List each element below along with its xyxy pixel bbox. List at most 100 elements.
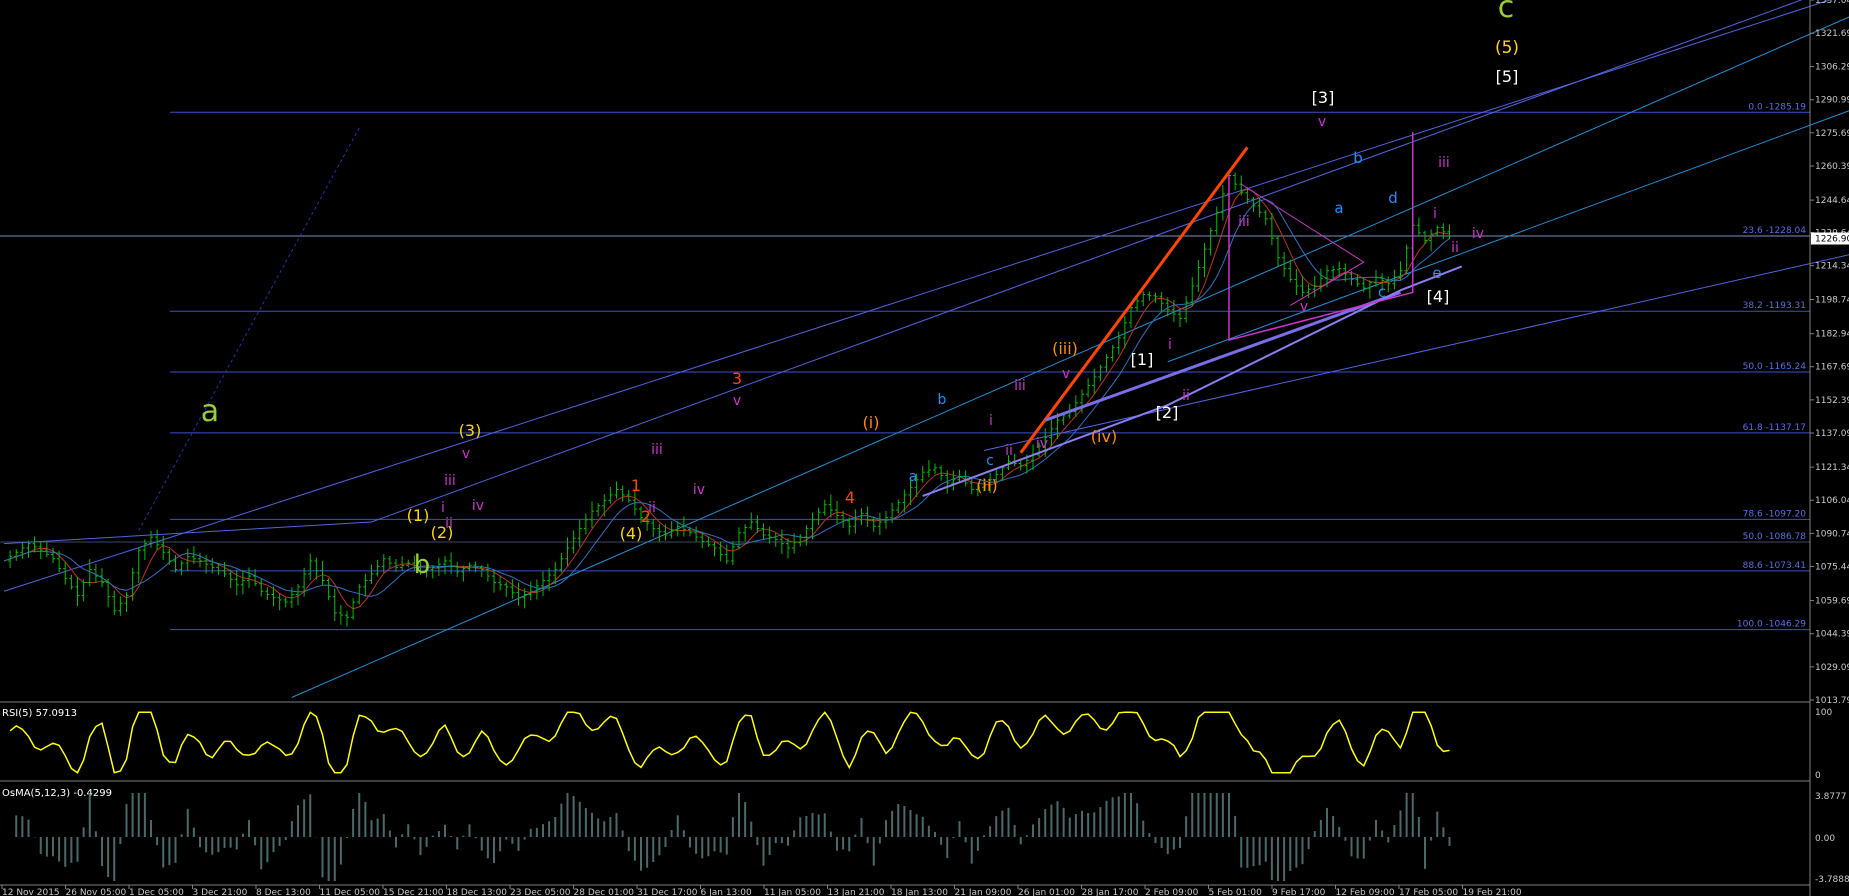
wave-label: iv bbox=[693, 482, 705, 498]
wave-label: [3] bbox=[1312, 88, 1335, 107]
purple-trend-line bbox=[1044, 291, 1402, 422]
time-tick-label: 11 Jan 05:00 bbox=[764, 888, 821, 896]
channel-line bbox=[371, 0, 1803, 523]
purple-base-line bbox=[922, 265, 1463, 497]
wave-label: ii bbox=[1005, 443, 1013, 459]
wave-label: a bbox=[909, 469, 918, 485]
price-tick-label: 1044.39 bbox=[1815, 630, 1849, 640]
time-tick-label: 5 Feb 01:00 bbox=[1209, 888, 1263, 896]
time-tick-label: 23 Dec 05:00 bbox=[510, 888, 571, 896]
upper-channel-line bbox=[3, 0, 1832, 592]
wave-labels: abc(1)(2)(3)(4)(5)iiiiiiivv1234iiiiiivv(… bbox=[201, 0, 1519, 580]
wave-label: v bbox=[1300, 299, 1308, 315]
fib-label: 100.0 -1046.29 bbox=[1737, 620, 1806, 630]
time-tick-label: 11 Dec 05:00 bbox=[320, 888, 381, 896]
fib-label: 78.6 -1097.20 bbox=[1743, 509, 1807, 519]
rsi-line bbox=[9, 711, 1450, 774]
wave-label: 1 bbox=[631, 476, 641, 495]
time-tick-label: 17 Feb 05:00 bbox=[1399, 888, 1458, 896]
time-tick-label: 28 Jan 17:00 bbox=[1082, 888, 1139, 896]
wave-label: i bbox=[989, 413, 993, 429]
price-tick-label: 1059.69 bbox=[1815, 597, 1849, 607]
channel-lines bbox=[3, 0, 1849, 698]
fib-label: 61.8 -1137.17 bbox=[1743, 423, 1806, 433]
price-tick-label: 1244.64 bbox=[1815, 196, 1849, 206]
rsi-label: RSI(5) 57.0913 bbox=[2, 708, 77, 719]
price-axis: 1337.04 1321.69 1306.29 1290.99 1275.69 1260.… bbox=[1810, 0, 1849, 706]
wave-label: (ii) bbox=[976, 476, 997, 495]
price-tick-label: 1106.04 bbox=[1815, 496, 1849, 506]
orange-trend-line bbox=[1019, 146, 1249, 454]
time-tick-label: 26 Jan 01:00 bbox=[1018, 888, 1075, 896]
wave-label: v bbox=[733, 393, 741, 409]
dotted-line bbox=[138, 127, 360, 531]
rsi-panel: RSI(5) 57.0913 100 0 bbox=[2, 708, 1832, 781]
time-tick-label: 8 Dec 13:00 bbox=[256, 888, 311, 896]
wave-label: (iv) bbox=[1091, 427, 1117, 446]
magenta-wave-line bbox=[1228, 132, 1414, 342]
wave-label: c bbox=[1378, 283, 1386, 301]
time-tick-label: 15 Dec 21:00 bbox=[383, 888, 444, 896]
wave-label: a bbox=[201, 394, 219, 429]
price-tick-label: 1090.74 bbox=[1815, 529, 1849, 539]
time-tick-label: 19 Feb 21:00 bbox=[1463, 888, 1522, 896]
wave-label: (1) bbox=[407, 506, 430, 525]
price-tick-label: 1013.79 bbox=[1815, 696, 1849, 706]
time-tick-label: 3 Dec 21:00 bbox=[193, 888, 248, 896]
price-tick-label: 1198.74 bbox=[1815, 295, 1849, 305]
osma-scale-label: 3.8777 bbox=[1815, 792, 1847, 802]
cyan-channel-line bbox=[1167, 110, 1849, 363]
candles bbox=[8, 171, 1452, 627]
osma-panel: OsMA(5,12,3) -0.4299 3.8777 0.00 -3.7888 bbox=[2, 788, 1849, 885]
wave-label: [1] bbox=[1131, 350, 1154, 369]
rsi-scale-label: 0 bbox=[1815, 771, 1821, 781]
wave-label: b bbox=[1353, 149, 1363, 167]
price-tick-label: 1306.29 bbox=[1815, 63, 1849, 73]
fib-label: 50.0 -1086.78 bbox=[1743, 532, 1807, 542]
cyan-channel-line bbox=[291, 16, 1849, 698]
wave-label: v bbox=[1318, 114, 1326, 130]
lower-channel-line bbox=[983, 254, 1849, 451]
price-tick-label: 1029.09 bbox=[1815, 663, 1849, 673]
price-tick-label: 1121.34 bbox=[1815, 463, 1849, 473]
wave-label: (5) bbox=[1495, 38, 1519, 58]
wave-label: c bbox=[1498, 0, 1515, 25]
time-tick-label: 26 Nov 05:00 bbox=[66, 888, 127, 896]
price-tick-label: 1075.44 bbox=[1815, 562, 1849, 572]
wave-label: iv bbox=[1472, 226, 1484, 242]
wave-lines bbox=[922, 132, 1463, 497]
wave-label: ii bbox=[445, 516, 453, 532]
price-tick-label: 1337.04 bbox=[1815, 0, 1849, 6]
time-tick-label: 18 Jan 13:00 bbox=[891, 888, 948, 896]
wave-label: iv bbox=[1036, 436, 1048, 452]
wave-label: c bbox=[986, 453, 994, 469]
wave-label: a bbox=[1334, 199, 1343, 217]
wave-label: ii bbox=[648, 500, 656, 516]
wave-label: (i) bbox=[863, 413, 880, 432]
fib-label: 50.0 -1165.24 bbox=[1743, 362, 1807, 372]
wave-label: [5] bbox=[1496, 67, 1519, 86]
wave-label: 4 bbox=[845, 488, 855, 507]
wave-label: iii bbox=[444, 473, 456, 489]
wave-label: (2) bbox=[431, 523, 454, 542]
wave-label: ii bbox=[1182, 388, 1190, 404]
wave-label: 2 bbox=[641, 507, 651, 526]
wave-label: v bbox=[462, 446, 470, 462]
wave-label: iii bbox=[1438, 155, 1450, 171]
time-tick-label: 12 Feb 09:00 bbox=[1336, 888, 1395, 896]
wave-label: [4] bbox=[1427, 287, 1450, 306]
price-tick-label: 1260.39 bbox=[1815, 162, 1849, 172]
price-tick-label: 1182.94 bbox=[1815, 330, 1849, 340]
time-tick-label: 2 Feb 09:00 bbox=[1145, 888, 1199, 896]
wave-label: d bbox=[1388, 189, 1398, 207]
fib-levels: 0.0 -1285.19 23.6 -1228.04 38.2 -1193.31 50… bbox=[0, 102, 1810, 631]
fib-label: 23.6 -1228.04 bbox=[1743, 226, 1807, 236]
fib-label: 0.0 -1285.19 bbox=[1748, 102, 1806, 112]
channel-line bbox=[3, 521, 372, 545]
wave-label: 3 bbox=[732, 369, 742, 388]
time-tick-label: 6 Jan 13:00 bbox=[701, 888, 753, 896]
wave-label: iii bbox=[1014, 378, 1026, 394]
wave-label: b bbox=[414, 550, 431, 580]
time-tick-label: 1 Dec 05:00 bbox=[129, 888, 184, 896]
